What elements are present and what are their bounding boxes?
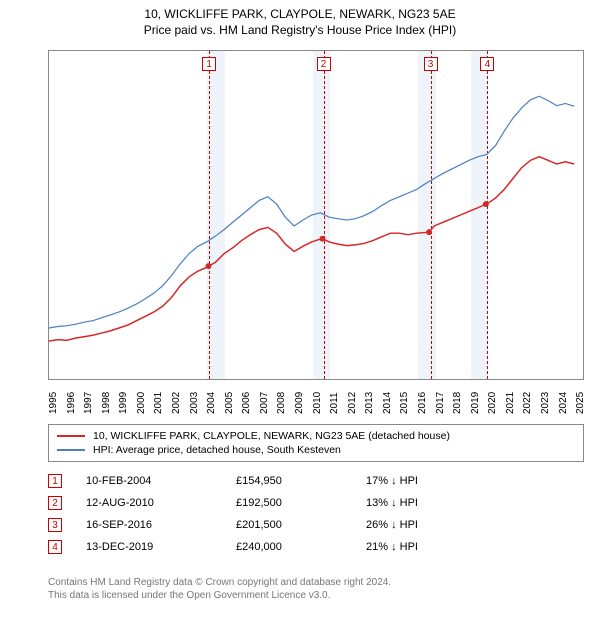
sale-marker-cell: 2 — [48, 496, 62, 510]
x-tick-label: 2017 — [435, 392, 446, 414]
x-tick-label: 2020 — [487, 392, 498, 414]
sale-point — [319, 236, 325, 242]
x-tick-label: 2022 — [522, 392, 533, 414]
sale-marker: 2 — [317, 57, 331, 71]
footnote: Contains HM Land Registry data © Crown c… — [48, 576, 584, 602]
sale-point — [483, 201, 489, 207]
x-tick-label: 2019 — [470, 392, 481, 414]
sale-marker-cell: 4 — [48, 540, 62, 554]
chart-title: 10, WICKLIFFE PARK, CLAYPOLE, NEWARK, NG… — [0, 0, 600, 38]
legend-swatch-blue — [57, 449, 85, 451]
legend-item-red: 10, WICKLIFFE PARK, CLAYPOLE, NEWARK, NG… — [57, 429, 575, 443]
x-tick-label: 2012 — [347, 392, 358, 414]
footnote-line-1: Contains HM Land Registry data © Crown c… — [48, 576, 584, 589]
sales-row: 2 12-AUG-2010£192,50013% ↓ HPI — [48, 492, 584, 514]
series-blue — [49, 96, 574, 328]
sales-row: 3 16-SEP-2016£201,50026% ↓ HPI — [48, 514, 584, 536]
x-tick-label: 2003 — [189, 392, 200, 414]
plot-border: 1 2 3 4 — [48, 50, 584, 380]
sale-point — [426, 229, 432, 235]
sale-point — [206, 263, 212, 269]
sale-date: 13-DEC-2019 — [86, 541, 236, 553]
x-tick-label: 2021 — [505, 392, 516, 414]
x-tick-label: 2023 — [540, 392, 551, 414]
x-tick-label: 2010 — [312, 392, 323, 414]
plot-area: 1 2 3 4 — [48, 50, 584, 380]
x-tick-label: 2005 — [224, 392, 235, 414]
title-line-1: 10, WICKLIFFE PARK, CLAYPOLE, NEWARK, NG… — [0, 6, 600, 22]
sale-marker: 3 — [424, 57, 438, 71]
x-tick-label: 2025 — [575, 392, 586, 414]
sale-price: £192,500 — [236, 497, 366, 509]
x-tick-label: 2006 — [241, 392, 252, 414]
x-tick-label: 2018 — [452, 392, 463, 414]
sales-row: 1 10-FEB-2004£154,95017% ↓ HPI — [48, 470, 584, 492]
x-tick-label: 1999 — [118, 392, 129, 414]
sale-price: £154,950 — [236, 475, 366, 487]
sale-marker-cell: 1 — [48, 474, 62, 488]
legend-swatch-red — [57, 435, 85, 437]
legend-label-blue: HPI: Average price, detached house, Sout… — [93, 444, 341, 456]
title-line-2: Price paid vs. HM Land Registry's House … — [0, 22, 600, 38]
sale-date: 10-FEB-2004 — [86, 475, 236, 487]
x-tick-label: 2000 — [136, 392, 147, 414]
x-tick-label: 2013 — [364, 392, 375, 414]
x-tick-label: 2011 — [329, 392, 340, 414]
chart-container: 10, WICKLIFFE PARK, CLAYPOLE, NEWARK, NG… — [0, 0, 600, 620]
series-red — [49, 157, 574, 341]
x-axis-labels: 1995 1996 1997 1998 1999 2000 2001 2002 2003 2004… — [48, 384, 584, 424]
legend-label-red: 10, WICKLIFFE PARK, CLAYPOLE, NEWARK, NG… — [93, 430, 450, 442]
x-tick-label: 1998 — [101, 392, 112, 414]
sale-marker: 4 — [480, 57, 494, 71]
line-series — [49, 51, 583, 379]
x-tick-label: 2024 — [558, 392, 569, 414]
sales-row: 4 13-DEC-2019£240,00021% ↓ HPI — [48, 536, 584, 558]
sale-diff: 17% ↓ HPI — [366, 475, 584, 487]
sale-marker: 1 — [202, 57, 216, 71]
sales-table: 1 10-FEB-2004£154,95017% ↓ HPI 2 12-AUG-201… — [48, 470, 584, 558]
x-tick-label: 2002 — [171, 392, 182, 414]
x-tick-label: 1996 — [66, 392, 77, 414]
x-tick-label: 1997 — [83, 392, 94, 414]
sale-date: 16-SEP-2016 — [86, 519, 236, 531]
sale-price: £201,500 — [236, 519, 366, 531]
y-axis-labels: £0£50K£100K£150K£200K£250K£300K£350K£400… — [0, 50, 48, 380]
x-tick-label: 1995 — [48, 392, 59, 414]
x-tick-label: 2009 — [294, 392, 305, 414]
sale-date: 12-AUG-2010 — [86, 497, 236, 509]
x-tick-label: 2007 — [259, 392, 270, 414]
x-tick-label: 2016 — [417, 392, 428, 414]
x-tick-label: 2004 — [206, 392, 217, 414]
sale-diff: 26% ↓ HPI — [366, 519, 584, 531]
legend: 10, WICKLIFFE PARK, CLAYPOLE, NEWARK, NG… — [48, 424, 584, 462]
x-tick-label: 2008 — [276, 392, 287, 414]
sale-marker-cell: 3 — [48, 518, 62, 532]
x-tick-label: 2001 — [153, 392, 164, 414]
x-tick-label: 2014 — [382, 392, 393, 414]
sale-diff: 13% ↓ HPI — [366, 497, 584, 509]
sale-diff: 21% ↓ HPI — [366, 541, 584, 553]
x-tick-label: 2015 — [399, 392, 410, 414]
footnote-line-2: This data is licensed under the Open Gov… — [48, 589, 584, 602]
legend-item-blue: HPI: Average price, detached house, Sout… — [57, 443, 575, 457]
sale-price: £240,000 — [236, 541, 366, 553]
